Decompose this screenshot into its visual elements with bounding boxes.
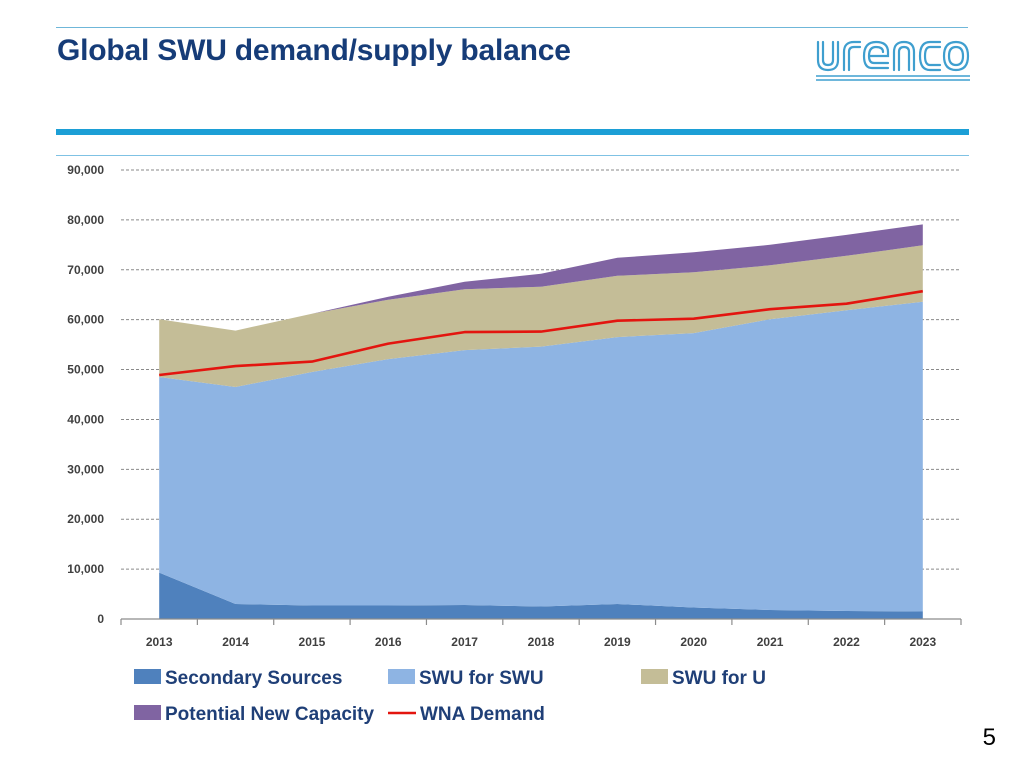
legend-swatch-swu-for-u: [641, 669, 668, 684]
legend-label-secondary-sources: Secondary Sources: [165, 668, 342, 689]
legend-label-swu-for-swu: SWU for SWU: [419, 668, 544, 689]
y-tick-label: 20,000: [67, 512, 104, 526]
legend-swatch-potential-new-capacity: [134, 705, 161, 720]
y-tick-label: 40,000: [67, 412, 104, 426]
x-tick-label: 2013: [146, 635, 173, 649]
x-tick-label: 2020: [680, 635, 707, 649]
x-tick-label: 2016: [375, 635, 402, 649]
area-secondary-sources: [159, 572, 923, 619]
header-divider: [56, 155, 969, 156]
urenco-logo: urenco: [816, 40, 970, 81]
top-rule: [56, 27, 968, 28]
axis-layer: 0 10,000 20,000 30,000 40,000 50,000 60,000 70,…: [67, 163, 962, 649]
y-tick-label: 80,000: [67, 213, 104, 227]
legend-label-swu-for-u: SWU for U: [672, 668, 766, 689]
x-tick-label: 2021: [757, 635, 784, 649]
header-accent-bar: [56, 129, 969, 135]
x-tick-label: 2014: [222, 635, 249, 649]
legend-swatch-secondary-sources: [134, 669, 161, 684]
line-wna-demand: [159, 289, 924, 377]
x-tick-label: 2018: [528, 635, 555, 649]
page-number: 5: [982, 724, 996, 751]
area-swu-for-swu: [159, 301, 923, 612]
x-tick-label: 2023: [909, 635, 936, 649]
x-tick-label: 2015: [299, 635, 326, 649]
legend-swatch-swu-for-swu: [388, 669, 415, 684]
page-title: Global SWU demand/supply balance: [57, 34, 571, 67]
y-tick-label: 90,000: [67, 163, 104, 177]
x-tick-label: 2022: [833, 635, 860, 649]
y-tick-label: 10,000: [67, 562, 104, 576]
area-potential-new-capacity: [159, 224, 923, 331]
line-layer: [159, 289, 924, 377]
area-layer: [159, 224, 923, 619]
y-tick-label: 70,000: [67, 263, 104, 277]
legend-label-wna-demand: WNA Demand: [420, 704, 545, 725]
x-tick-label: 2017: [451, 635, 478, 649]
y-tick-label: 0: [97, 612, 104, 626]
x-tick-label: 2019: [604, 635, 631, 649]
y-tick-label: 50,000: [67, 363, 104, 377]
legend-layer: Secondary Sources SWU for SWU SWU for U Pot…: [134, 668, 766, 725]
y-tick-label: 30,000: [67, 462, 104, 476]
y-tick-label: 60,000: [67, 313, 104, 327]
legend-label-potential-new-capacity: Potential New Capacity: [165, 704, 374, 725]
